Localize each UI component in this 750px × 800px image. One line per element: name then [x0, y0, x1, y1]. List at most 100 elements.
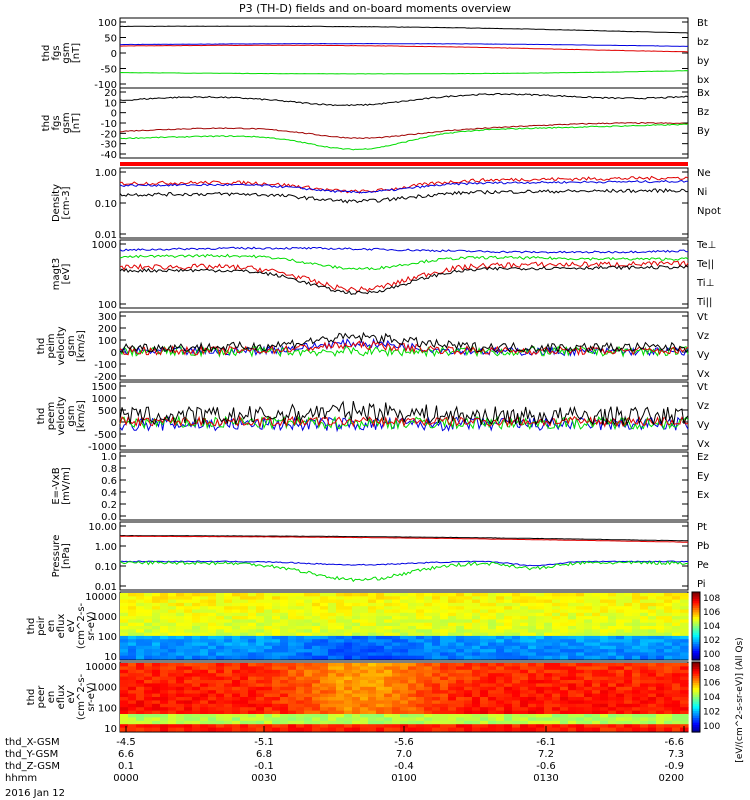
spectrogram-cell	[608, 612, 617, 617]
spectrogram-cell	[576, 714, 585, 718]
spectrogram-cell	[448, 629, 457, 634]
spectrogram-cell	[120, 593, 129, 597]
spectrogram-cell	[376, 717, 385, 722]
spectrogram-cell	[136, 710, 145, 715]
spectrogram-cell	[328, 707, 337, 712]
spectrogram-cell	[432, 720, 441, 725]
series-ivt	[119, 331, 689, 354]
spectrogram-cell	[128, 680, 137, 684]
spectrogram-cell	[120, 673, 129, 678]
spectrogram-cell	[552, 697, 561, 701]
spectrogram-cell	[232, 609, 241, 614]
spectrogram-cell	[216, 717, 225, 722]
spectrogram-cell	[624, 612, 633, 617]
spectrogram-cell	[552, 663, 561, 667]
colorbar-cell	[692, 648, 700, 652]
spectrogram-cell	[664, 663, 673, 667]
spectrogram-cell	[440, 686, 449, 691]
spectrogram-cell	[480, 596, 489, 601]
colorbar-cell	[692, 664, 700, 668]
spectrogram-cell	[128, 622, 137, 627]
spectrogram-cell	[496, 596, 505, 601]
spectrogram-cell	[152, 645, 161, 650]
spectrogram-cell	[208, 663, 217, 667]
spectrogram-cell	[480, 626, 489, 630]
spectrogram-cell	[520, 649, 529, 653]
spectrogram-cell	[456, 690, 465, 695]
spectrogram-cell	[448, 686, 457, 691]
spectrogram-cell	[368, 619, 377, 624]
spectrogram-cell	[312, 700, 321, 705]
spectrogram-cell	[528, 626, 537, 630]
spectrogram-cell	[448, 690, 457, 695]
spectrogram-cell	[248, 652, 257, 657]
spectrogram-cell	[328, 645, 337, 650]
spectrogram-cell	[560, 652, 569, 657]
spectrogram-cell	[144, 707, 153, 712]
spectrogram-cell	[520, 622, 529, 627]
spectrogram-cell	[312, 616, 321, 620]
spectrogram-cell	[408, 635, 417, 640]
spectrogram-cell	[576, 645, 585, 650]
spectrogram-cell	[376, 676, 385, 681]
spectrogram-cell	[496, 632, 505, 637]
y-axis-label-line: thd	[36, 338, 47, 355]
spectrogram-cell	[304, 645, 313, 650]
spectrogram-cell	[568, 727, 577, 732]
spectrogram-cell	[448, 642, 457, 647]
spectrogram-cell	[352, 686, 361, 691]
legend-entry: Vx	[697, 369, 710, 380]
spectrogram-cell	[208, 632, 217, 637]
y-axis-label-line: E=-VxB	[51, 467, 62, 504]
spectrogram-cell	[304, 693, 313, 698]
spectrogram-cell	[288, 727, 297, 732]
spectrogram-cell	[552, 652, 561, 657]
spectrogram-cell	[344, 683, 353, 688]
spectrogram-cell	[568, 593, 577, 597]
spectrogram-cell	[280, 700, 289, 705]
spectrogram-cell	[312, 673, 321, 678]
spectrogram-cell	[224, 602, 233, 607]
spectrogram-cell	[576, 680, 585, 684]
spectrogram-cell	[536, 714, 545, 718]
spectrogram-cell	[368, 635, 377, 640]
spectrogram-cell	[216, 616, 225, 620]
spectrogram-cell	[664, 652, 673, 657]
y-tick-label: -100	[94, 360, 117, 371]
spectrogram-cell	[320, 639, 329, 644]
orbit-value: -0.6	[536, 761, 556, 772]
spectrogram-cell	[608, 626, 617, 630]
spectrogram-cell	[288, 724, 297, 729]
spectrogram-cell	[120, 703, 129, 708]
spectrogram-cell	[608, 635, 617, 640]
spectrogram-cell	[504, 703, 513, 708]
spectrogram-cell	[296, 710, 305, 715]
spectrogram-cell	[680, 693, 689, 698]
spectrogram-cell	[464, 619, 473, 624]
spectrogram-cell	[616, 663, 625, 667]
spectrogram-cell	[368, 697, 377, 701]
spectrogram-cell	[632, 669, 641, 674]
spectrogram-cell	[392, 717, 401, 722]
spectrogram-cell	[120, 707, 129, 712]
y-axis-label-line: peem	[46, 402, 57, 430]
spectrogram-cell	[424, 635, 433, 640]
spectrogram-cell	[592, 663, 601, 667]
spectrogram-cell	[224, 727, 233, 732]
spectrogram-cell	[440, 724, 449, 729]
spectrogram-cell	[456, 663, 465, 667]
spectrogram-cell	[480, 593, 489, 597]
spectrogram-cell	[488, 714, 497, 718]
spectrogram-cell	[288, 680, 297, 684]
spectrogram-cell	[568, 652, 577, 657]
y-tick-label: 0.2	[101, 500, 117, 511]
spectrogram-cell	[208, 649, 217, 653]
spectrogram-cell	[520, 676, 529, 681]
spectrogram-cell	[176, 616, 185, 620]
spectrogram-cell	[480, 619, 489, 624]
spectrogram-cell	[376, 635, 385, 640]
spectrogram-cell	[592, 680, 601, 684]
spectrogram-cell	[288, 612, 297, 617]
spectrogram-cell	[600, 666, 609, 671]
spectrogram-cell	[480, 707, 489, 712]
